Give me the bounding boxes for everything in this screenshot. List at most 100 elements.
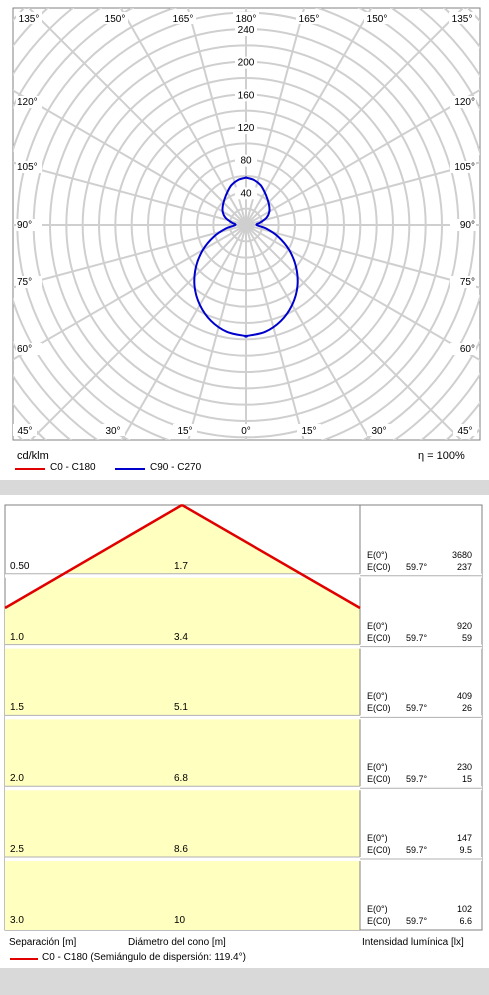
cone-lines: [4, 503, 482, 861]
angle-label-right: 60°: [460, 344, 475, 355]
radial-tick-label: 240: [238, 25, 255, 36]
radial-tick-label: 120: [238, 123, 255, 134]
e0-label: E(0°): [367, 762, 388, 773]
grid-spoke: [245, 88, 480, 226]
grid-spoke: [29, 224, 247, 440]
cone-diagram-panel: 0.50 1.7 E(0°) E(C0) 59.7° 3680 237 1.0 3.4 E(0°)…: [0, 495, 489, 968]
ec0-label: E(C0): [367, 561, 391, 572]
angle-label-left: 60°: [17, 344, 32, 355]
angle-label-bottom: 45°: [17, 426, 32, 437]
e0-label: E(0°): [367, 691, 388, 702]
unit-label: cd/klm: [17, 450, 49, 462]
angle-label-left: 120°: [17, 97, 38, 108]
e0-value: 920: [456, 620, 472, 631]
grid-spoke: [245, 161, 480, 226]
grid-spoke: [245, 224, 463, 440]
angle-value: 59.7°: [406, 845, 428, 855]
grid-spoke: [245, 224, 305, 440]
grid-spoke: [13, 161, 247, 226]
grid-spoke: [27, 8, 247, 226]
angle-label-top: 165°: [299, 14, 320, 25]
e0-label: E(0°): [367, 549, 388, 560]
ec0-value: 9.5: [459, 845, 472, 855]
ec0-label: E(C0): [367, 915, 391, 926]
angle-label-bottom: 15°: [301, 426, 316, 437]
cone-line-left: [4, 503, 183, 610]
angle-label-bottom: 30°: [105, 426, 120, 437]
grid-spoke: [186, 8, 247, 226]
grid-spoke: [187, 224, 247, 440]
angle-label-right: 75°: [460, 277, 475, 288]
angle-value: 59.7°: [406, 703, 428, 714]
separation-value: 3.0: [10, 914, 24, 926]
e0-value: 147: [456, 833, 472, 843]
e0-label: E(0°): [367, 620, 388, 631]
angle-label-top: 135°: [19, 14, 40, 25]
polar-labels: 135° 150° 165° 180° 165° 150° 135° 45° 30° 15° 0° 1…: [13, 12, 477, 437]
angle-value: 59.7°: [406, 632, 428, 643]
angle-label-left: 90°: [17, 220, 32, 231]
angle-label-right: 105°: [454, 162, 475, 173]
col-header-intensity: Intensidad lumínica [lx]: [362, 937, 464, 948]
polar-chart-panel: 135° 150° 165° 180° 165° 150° 135° 45° 30° 15° 0° 1…: [0, 0, 489, 480]
diameter-value: 1.7: [174, 560, 188, 572]
grid-spoke: [13, 89, 247, 226]
e0-label: E(0°): [367, 903, 388, 914]
angle-label-bottom: 45°: [457, 426, 472, 437]
ec0-label: E(C0): [367, 703, 391, 714]
ec0-value: 26: [461, 703, 472, 714]
radial-tick-label: 80: [240, 156, 252, 167]
grid-spoke: [13, 224, 247, 361]
ec0-label: E(C0): [367, 632, 391, 643]
radial-tick-label: 160: [238, 90, 255, 101]
angle-label-bottom: 30°: [371, 426, 386, 437]
angle-value: 59.7°: [406, 774, 428, 785]
grid-spoke: [245, 224, 480, 362]
cone-legend-line: [10, 958, 38, 960]
diameter-value: 6.8: [174, 773, 188, 785]
separation-value: 1.0: [10, 631, 24, 643]
angle-label-top: 165°: [173, 14, 194, 25]
legend-c90-line: [115, 468, 145, 470]
separation-value: 2.5: [10, 844, 24, 855]
e0-value: 3680: [451, 549, 472, 560]
e0-label: E(0°): [367, 833, 388, 843]
angle-label-left: 75°: [17, 277, 32, 288]
separator-band: [0, 480, 489, 495]
radial-tick-label: 200: [238, 58, 255, 69]
legend-c0-line: [15, 468, 45, 470]
angle-label-top: 180°: [236, 14, 257, 25]
separation-value: 0.50: [10, 560, 30, 572]
angle-label-top: 135°: [452, 14, 473, 25]
angle-label-bottom: 0°: [241, 426, 251, 437]
ec0-value: 15: [461, 774, 472, 785]
cone-diagram: [4, 503, 483, 931]
ec0-value: 6.6: [459, 915, 472, 926]
legend-c0-label: C0 - C180: [50, 462, 96, 473]
col-header-diameter: Diámetro del cono [m]: [128, 937, 226, 948]
e0-value: 230: [456, 762, 472, 773]
grid-spoke: [245, 8, 465, 226]
e0-value: 102: [456, 903, 472, 914]
diameter-value: 10: [174, 914, 186, 926]
angle-label-top: 150°: [367, 14, 388, 25]
grid-spoke: [13, 224, 247, 289]
ec0-value: 59: [461, 632, 472, 643]
separation-value: 2.0: [10, 773, 24, 785]
angle-label-top: 150°: [105, 14, 126, 25]
grid-spoke: [245, 8, 306, 226]
angle-value: 59.7°: [406, 915, 428, 926]
angle-value: 59.7°: [406, 561, 428, 572]
angle-label-left: 105°: [17, 162, 38, 173]
radial-tick-label: 40: [240, 188, 252, 199]
grid-spoke: [120, 224, 247, 440]
bottom-band: [0, 968, 489, 995]
grid-spoke: [245, 224, 480, 289]
cone-legend-label: C0 - C180 (Semiángulo de dispersión: 119…: [42, 952, 246, 963]
angle-label-right: 90°: [460, 220, 475, 231]
e0-value: 409: [456, 691, 472, 702]
polar-curves: [193, 176, 299, 338]
grid-spoke: [245, 224, 372, 440]
diameter-value: 3.4: [174, 631, 188, 643]
angle-label-right: 120°: [454, 97, 475, 108]
